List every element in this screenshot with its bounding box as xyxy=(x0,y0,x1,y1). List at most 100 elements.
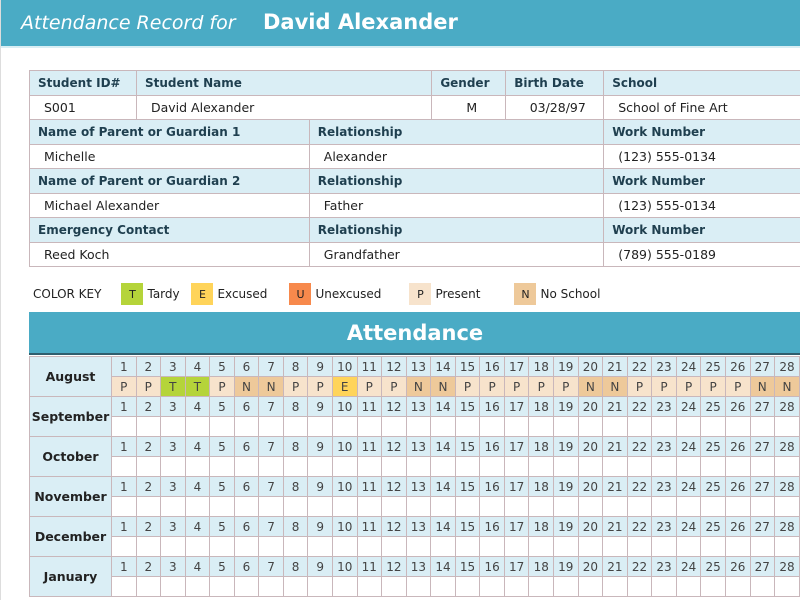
attendance-cell[interactable] xyxy=(724,576,751,597)
attendance-cell[interactable] xyxy=(430,416,456,437)
attendance-cell[interactable] xyxy=(160,576,186,597)
attendance-cell[interactable]: N xyxy=(577,376,604,397)
attendance-cell[interactable] xyxy=(577,536,604,557)
school-cell[interactable]: School of Fine Art xyxy=(603,94,800,120)
attendance-cell[interactable] xyxy=(675,456,702,477)
attendance-cell[interactable] xyxy=(356,536,383,557)
guardian-1-work-number-cell[interactable]: (123) 555-0134 xyxy=(603,143,800,169)
attendance-cell[interactable] xyxy=(258,416,284,437)
attendance-cell[interactable] xyxy=(233,416,260,437)
attendance-cell[interactable] xyxy=(749,416,776,437)
attendance-cell[interactable] xyxy=(749,536,776,557)
attendance-cell[interactable] xyxy=(700,536,726,557)
attendance-cell[interactable] xyxy=(135,536,162,557)
attendance-cell[interactable]: P xyxy=(282,376,309,397)
attendance-cell[interactable]: N xyxy=(233,376,260,397)
attendance-cell[interactable]: N xyxy=(405,376,432,397)
emergency-contact-name-cell[interactable]: Reed Koch xyxy=(29,241,310,267)
guardian-1-name-cell[interactable]: Michelle xyxy=(29,143,310,169)
attendance-cell[interactable] xyxy=(774,496,800,517)
attendance-cell[interactable] xyxy=(307,416,333,437)
attendance-cell[interactable] xyxy=(160,416,186,437)
attendance-cell[interactable] xyxy=(626,576,653,597)
attendance-cell[interactable]: P xyxy=(724,376,751,397)
attendance-cell[interactable] xyxy=(430,536,456,557)
attendance-cell[interactable] xyxy=(553,576,579,597)
attendance-cell[interactable] xyxy=(774,576,800,597)
guardian-2-relationship-cell[interactable]: Father xyxy=(308,192,605,218)
attendance-cell[interactable] xyxy=(381,536,407,557)
attendance-cell[interactable]: N xyxy=(749,376,776,397)
attendance-cell[interactable] xyxy=(503,416,530,437)
attendance-cell[interactable] xyxy=(479,536,505,557)
attendance-cell[interactable]: N xyxy=(430,376,456,397)
attendance-cell[interactable] xyxy=(430,496,456,517)
attendance-cell[interactable] xyxy=(553,536,579,557)
attendance-cell[interactable]: P xyxy=(700,376,726,397)
attendance-cell[interactable]: P xyxy=(651,376,677,397)
attendance-cell[interactable] xyxy=(110,496,137,517)
attendance-cell[interactable] xyxy=(479,416,505,437)
attendance-cell[interactable] xyxy=(381,416,407,437)
attendance-cell[interactable] xyxy=(528,576,554,597)
attendance-cell[interactable] xyxy=(700,496,726,517)
attendance-cell[interactable] xyxy=(209,496,235,517)
attendance-cell[interactable] xyxy=(184,536,211,557)
attendance-cell[interactable] xyxy=(331,536,358,557)
attendance-cell[interactable] xyxy=(356,496,383,517)
attendance-cell[interactable] xyxy=(209,576,235,597)
attendance-cell[interactable] xyxy=(160,456,186,477)
attendance-cell[interactable] xyxy=(356,576,383,597)
attendance-cell[interactable] xyxy=(135,496,162,517)
attendance-cell[interactable] xyxy=(110,456,137,477)
attendance-cell[interactable]: P xyxy=(503,376,530,397)
attendance-cell[interactable] xyxy=(331,456,358,477)
attendance-cell[interactable]: T xyxy=(184,376,211,397)
attendance-cell[interactable] xyxy=(430,456,456,477)
attendance-cell[interactable]: P xyxy=(479,376,505,397)
attendance-cell[interactable] xyxy=(528,456,554,477)
attendance-cell[interactable] xyxy=(258,456,284,477)
attendance-cell[interactable]: P xyxy=(626,376,653,397)
attendance-cell[interactable] xyxy=(651,456,677,477)
attendance-cell[interactable]: T xyxy=(160,376,186,397)
attendance-cell[interactable] xyxy=(405,456,432,477)
attendance-cell[interactable] xyxy=(282,416,309,437)
attendance-cell[interactable] xyxy=(503,496,530,517)
gender-cell[interactable]: M xyxy=(431,94,507,120)
attendance-cell[interactable] xyxy=(307,496,333,517)
attendance-cell[interactable] xyxy=(602,456,628,477)
attendance-cell[interactable]: N xyxy=(602,376,628,397)
attendance-cell[interactable] xyxy=(577,496,604,517)
attendance-cell[interactable] xyxy=(602,496,628,517)
attendance-cell[interactable] xyxy=(651,576,677,597)
attendance-cell[interactable] xyxy=(331,496,358,517)
attendance-cell[interactable] xyxy=(454,536,481,557)
attendance-cell[interactable] xyxy=(233,576,260,597)
student-id-cell[interactable]: S001 xyxy=(29,94,137,120)
attendance-cell[interactable] xyxy=(675,416,702,437)
attendance-cell[interactable]: E xyxy=(331,376,358,397)
attendance-cell[interactable] xyxy=(282,536,309,557)
attendance-cell[interactable] xyxy=(774,456,800,477)
birth-date-cell[interactable]: 03/28/97 xyxy=(505,94,605,120)
attendance-cell[interactable]: P xyxy=(209,376,235,397)
attendance-cell[interactable] xyxy=(626,496,653,517)
attendance-cell[interactable] xyxy=(675,536,702,557)
attendance-cell[interactable]: P xyxy=(675,376,702,397)
attendance-cell[interactable] xyxy=(110,536,137,557)
attendance-cell[interactable] xyxy=(184,416,211,437)
attendance-cell[interactable] xyxy=(184,576,211,597)
attendance-cell[interactable] xyxy=(479,456,505,477)
attendance-cell[interactable] xyxy=(503,456,530,477)
attendance-cell[interactable] xyxy=(209,536,235,557)
attendance-cell[interactable] xyxy=(233,496,260,517)
attendance-cell[interactable] xyxy=(405,416,432,437)
attendance-cell[interactable] xyxy=(356,456,383,477)
attendance-cell[interactable] xyxy=(405,536,432,557)
attendance-cell[interactable] xyxy=(381,456,407,477)
attendance-cell[interactable] xyxy=(503,576,530,597)
attendance-cell[interactable] xyxy=(454,416,481,437)
attendance-cell[interactable] xyxy=(356,416,383,437)
attendance-cell[interactable] xyxy=(405,576,432,597)
